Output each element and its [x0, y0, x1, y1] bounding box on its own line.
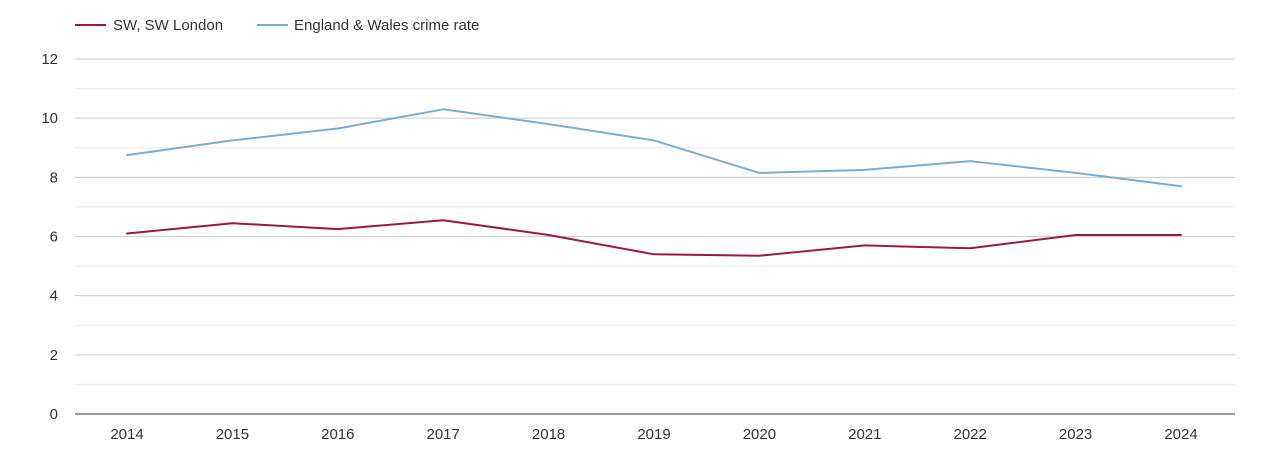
gridlines: [75, 58, 1235, 385]
y-tick-label: 2: [50, 347, 58, 364]
legend: SW, SW London England & Wales crime rate: [75, 17, 479, 34]
x-tick-label: 2019: [637, 426, 670, 443]
x-tick-label: 2021: [848, 426, 881, 443]
y-tick-label: 0: [50, 406, 58, 423]
legend-label: SW, SW London: [113, 17, 223, 34]
series-group: [126, 108, 1182, 257]
x-tick-label: 2022: [954, 426, 987, 443]
y-tick-label: 6: [50, 229, 58, 246]
legend-item: England & Wales crime rate: [257, 17, 479, 34]
legend-item: SW, SW London: [75, 17, 223, 34]
y-tick-label: 12: [41, 51, 58, 68]
x-tick-label: 2023: [1059, 426, 1092, 443]
y-tick-label: 10: [41, 110, 58, 127]
y-axis: 0 2 4 6 8 10 12: [41, 51, 58, 423]
x-tick-label: 2020: [743, 426, 776, 443]
x-axis: 2014 2015 2016 2017 2018 2019 2020 2021 2022 2023…: [75, 413, 1235, 443]
series-line-1: [126, 108, 1182, 188]
x-tick-label: 2016: [321, 426, 354, 443]
x-tick-label: 2014: [110, 426, 143, 443]
legend-label: England & Wales crime rate: [294, 17, 479, 34]
x-tick-label: 2015: [216, 426, 249, 443]
series-line-0: [126, 219, 1182, 257]
x-tick-label: 2024: [1164, 426, 1197, 443]
y-tick-label: 8: [50, 169, 58, 186]
x-tick-label: 2017: [427, 426, 460, 443]
y-tick-label: 4: [50, 288, 58, 305]
x-tick-label: 2018: [532, 426, 565, 443]
